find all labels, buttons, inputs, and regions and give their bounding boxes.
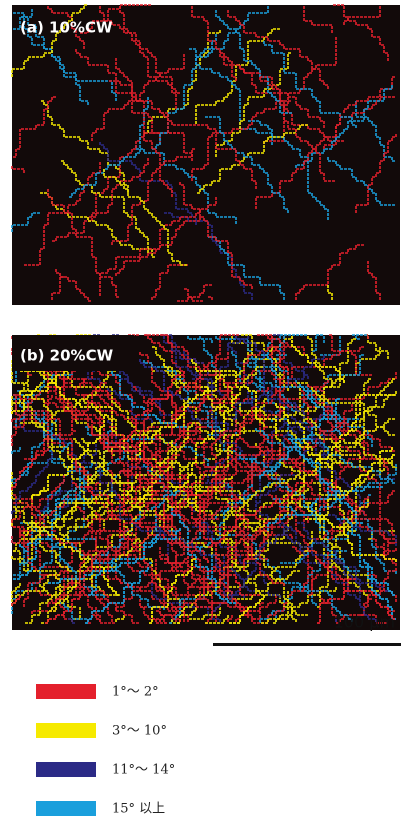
figure: (a) 10%CW (b) 20%CW 100 µm 1°～ 2° 3°～ 10°… xyxy=(0,0,401,828)
legend-swatch xyxy=(36,801,96,816)
legend-label: 11°～ 14° xyxy=(112,763,175,778)
scale-bar xyxy=(213,643,401,646)
map-panel xyxy=(12,5,400,305)
panel-label: (a) 10%CW xyxy=(20,19,113,37)
legend-label: 3°～ 10° xyxy=(112,724,167,739)
figure-canvas: (a) 10%CW (b) 20%CW 100 µm 1°～ 2° 3°～ 10°… xyxy=(0,0,401,828)
legend-label: 15° 以上 xyxy=(112,802,165,817)
legend-swatch xyxy=(36,723,96,738)
legend-swatch xyxy=(36,762,96,777)
panel-label: (b) 20%CW xyxy=(20,347,114,365)
legend: 1°～ 2° 3°～ 10° 11°～ 14° 15° 以上 xyxy=(36,684,175,817)
legend-swatch xyxy=(36,684,96,699)
scale-bar-label: 100 µm xyxy=(334,613,395,632)
legend-label: 1°～ 2° xyxy=(112,685,159,700)
